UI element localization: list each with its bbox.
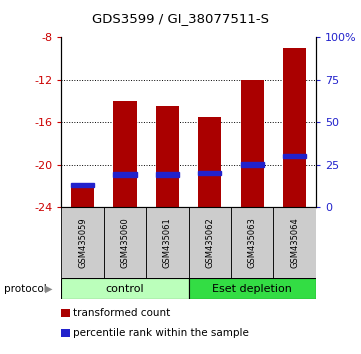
Bar <box>283 48 306 207</box>
Text: GSM435064: GSM435064 <box>290 217 299 268</box>
Bar <box>146 207 188 278</box>
Bar <box>156 106 179 207</box>
Bar <box>198 117 222 207</box>
Bar <box>188 207 231 278</box>
Bar <box>71 186 94 207</box>
Bar <box>231 207 274 278</box>
Bar <box>188 278 316 299</box>
Text: ▶: ▶ <box>45 284 52 293</box>
Text: control: control <box>106 284 144 293</box>
Text: GSM435063: GSM435063 <box>248 217 257 268</box>
Text: protocol: protocol <box>4 284 46 293</box>
Text: transformed count: transformed count <box>73 308 170 318</box>
Text: GDS3599 / GI_38077511-S: GDS3599 / GI_38077511-S <box>92 12 269 25</box>
Bar <box>283 154 306 159</box>
Bar <box>61 278 188 299</box>
Bar <box>113 172 137 177</box>
Text: GSM435061: GSM435061 <box>163 217 172 268</box>
Bar <box>113 101 137 207</box>
Bar <box>61 207 104 278</box>
Bar <box>198 171 222 176</box>
Text: GSM435062: GSM435062 <box>205 217 214 268</box>
Bar <box>240 80 264 207</box>
Bar <box>104 207 146 278</box>
Bar <box>240 162 264 167</box>
Text: GSM435059: GSM435059 <box>78 217 87 268</box>
Text: percentile rank within the sample: percentile rank within the sample <box>73 328 249 338</box>
Bar <box>156 172 179 177</box>
Text: Eset depletion: Eset depletion <box>212 284 292 293</box>
Text: GSM435060: GSM435060 <box>121 217 130 268</box>
Bar <box>71 183 94 187</box>
Bar <box>274 207 316 278</box>
